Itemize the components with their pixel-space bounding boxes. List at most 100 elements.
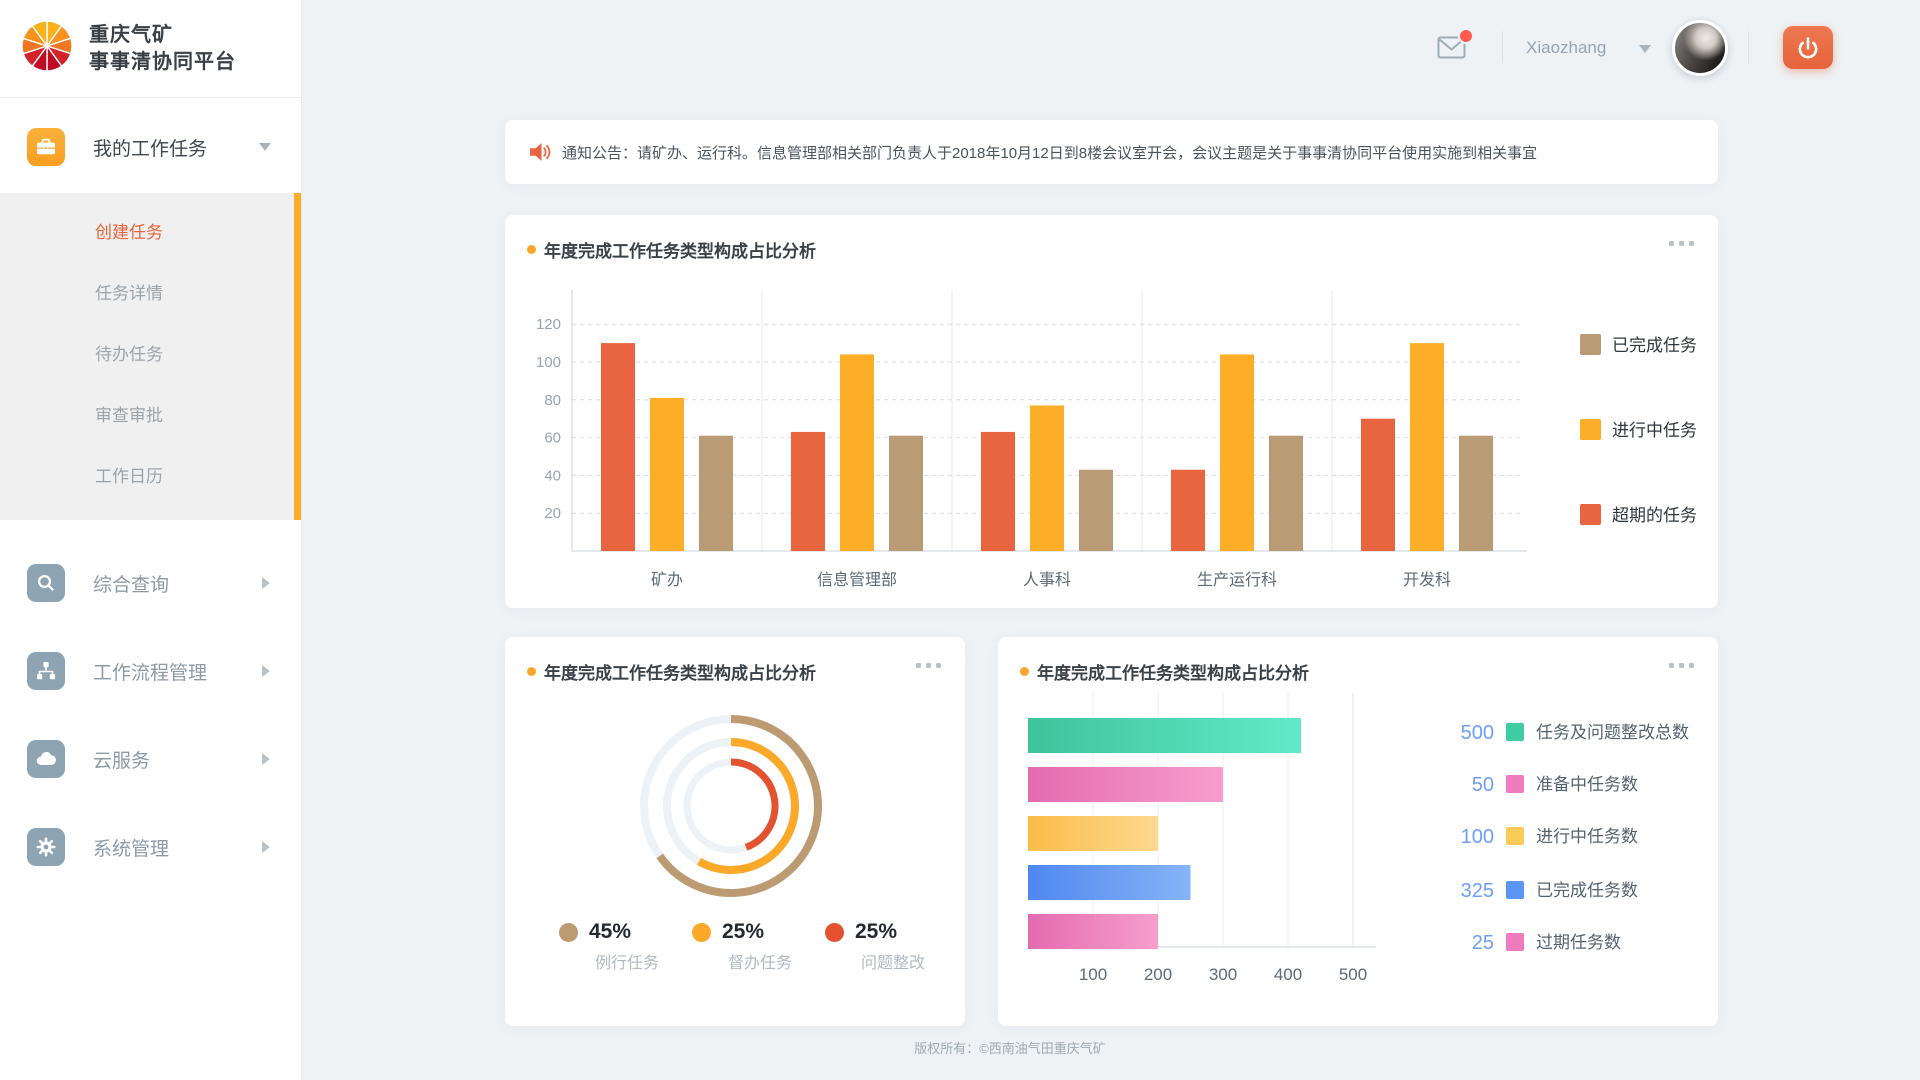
petrochina-rosette-logo-icon <box>18 17 76 80</box>
legend-dot-icon <box>559 922 578 942</box>
svg-text:120: 120 <box>536 316 561 333</box>
legend-percent: 45% <box>589 920 632 943</box>
chevron-right-icon <box>262 841 270 853</box>
app-title: 重庆气矿 事事清协同平台 <box>89 22 236 76</box>
horizontal-bar-chart-card: 年度完成工作任务类型构成占比分析 100 200 300 400 500 500 任务及问题… <box>998 637 1718 1026</box>
card-header: 年度完成工作任务类型构成占比分析 <box>527 659 816 684</box>
svg-text:信息管理部: 信息管理部 <box>817 571 897 589</box>
sidebar-item-工作流程管理[interactable]: 工作流程管理 <box>0 627 301 715</box>
sidebar-item-label: 我的工作任务 <box>93 138 208 160</box>
title-bullet-dot-icon <box>1020 667 1029 676</box>
gear-icon <box>27 828 65 866</box>
grouped-bar-chart: 20 40 60 80 100 120 矿办 信息管理部 人事科 生产运行科 开发科 已完成任务进行中… <box>536 290 1697 589</box>
more-options-icon[interactable] <box>1669 663 1694 668</box>
notice-text: 通知公告：请矿办、运行科。信息管理部相关部门负责人于2018年10月12日到8楼… <box>562 144 1538 162</box>
svg-text:400: 400 <box>1274 965 1302 984</box>
svg-text:已完成任务: 已完成任务 <box>1612 336 1697 355</box>
legend-item: 25% 问题整改 <box>825 920 958 973</box>
svg-text:80: 80 <box>544 392 561 409</box>
svg-text:500: 500 <box>1461 722 1494 744</box>
svg-text:50: 50 <box>1472 774 1494 796</box>
cloud-icon <box>27 740 65 778</box>
title-bullet-dot-icon <box>527 667 536 676</box>
app-logo-block: 重庆气矿 事事清协同平台 <box>0 0 301 98</box>
speaker-icon <box>527 140 551 164</box>
svg-text:100: 100 <box>1461 826 1494 848</box>
copyright-footer: 版权所有：©西南油气田重庆气矿 <box>914 1041 1106 1056</box>
svg-text:500: 500 <box>1339 965 1367 984</box>
sidebar: 重庆气矿 事事清协同平台 我的工作任务 创建任务 任务详情 待办任务 审查审批 … <box>0 0 302 1080</box>
svg-text:进行中任务: 进行中任务 <box>1612 421 1697 440</box>
svg-text:40: 40 <box>544 467 561 484</box>
svg-text:准备中任务数: 准备中任务数 <box>1536 775 1638 794</box>
sidebar-item-label: 综合查询 <box>93 574 170 596</box>
card-header: 年度完成工作任务类型构成占比分析 <box>527 237 816 262</box>
sidebar-item-todo-tasks[interactable]: 待办任务 <box>95 345 163 364</box>
app-title-line1: 重庆气矿 <box>89 23 173 46</box>
my-work-tasks-submenu: 创建任务 任务详情 待办任务 审查审批 工作日历 <box>0 193 301 520</box>
title-bullet-dot-icon <box>527 245 536 254</box>
unread-badge-dot <box>1458 28 1474 44</box>
more-options-icon[interactable] <box>1669 241 1694 246</box>
logout-power-button[interactable] <box>1783 26 1833 69</box>
sidebar-item-云服务[interactable]: 云服务 <box>0 715 301 803</box>
svg-text:矿办: 矿办 <box>651 571 683 589</box>
svg-text:人事科: 人事科 <box>1023 571 1071 589</box>
card-title: 年度完成工作任务类型构成占比分析 <box>544 242 816 261</box>
sidebar-item-my-work-tasks[interactable]: 我的工作任务 <box>0 98 301 193</box>
legend-percent: 25% <box>722 920 765 943</box>
svg-text:325: 325 <box>1461 880 1494 902</box>
donut-chart-card: 年度完成工作任务类型构成占比分析 45% 例行任务 25% 督办任务 25% 问… <box>505 637 965 1026</box>
sidebar-item-label: 工作流程管理 <box>93 662 208 684</box>
chevron-down-icon[interactable] <box>1639 45 1651 53</box>
sidebar-item-review-approval[interactable]: 审查审批 <box>95 406 163 425</box>
svg-text:进行中任务数: 进行中任务数 <box>1536 827 1638 846</box>
svg-text:300: 300 <box>1209 965 1237 984</box>
legend-label: 督办任务 <box>728 955 793 972</box>
card-title: 年度完成工作任务类型构成占比分析 <box>1037 664 1309 683</box>
sidebar-item-label: 系统管理 <box>93 838 170 860</box>
avatar[interactable] <box>1672 20 1728 76</box>
chevron-right-icon <box>262 577 270 589</box>
svg-text:已完成任务数: 已完成任务数 <box>1536 881 1638 900</box>
svg-text:100: 100 <box>536 354 561 371</box>
briefcase-icon <box>27 128 65 166</box>
sidebar-item-系统管理[interactable]: 系统管理 <box>0 803 301 891</box>
username-menu[interactable]: Xiaozhang <box>1526 38 1607 57</box>
sidebar-secondary-nav: 综合查询 工作流程管理 云服务 <box>0 539 301 891</box>
svg-text:开发科: 开发科 <box>1403 571 1451 589</box>
workflow-icon <box>27 652 65 690</box>
card-header: 年度完成工作任务类型构成占比分析 <box>1020 659 1309 684</box>
chevron-right-icon <box>262 753 270 765</box>
more-options-icon[interactable] <box>916 663 941 668</box>
sidebar-item-label: 云服务 <box>93 750 151 772</box>
legend-percent: 25% <box>855 920 898 943</box>
horizontal-bar-chart: 100 200 300 400 500 500 任务及问题整改总数 50 准备中任务数 100 进行… <box>1028 693 1689 984</box>
legend-label: 问题整改 <box>861 955 926 972</box>
legend-dot-icon <box>825 922 844 942</box>
sidebar-item-work-calendar[interactable]: 工作日历 <box>95 467 163 486</box>
svg-text:20: 20 <box>544 505 561 522</box>
legend-item: 45% 例行任务 <box>559 920 692 973</box>
svg-text:超期的任务: 超期的任务 <box>1612 506 1697 525</box>
grouped-bar-chart-card: 年度完成工作任务类型构成占比分析 20 40 60 80 100 120 矿办 信息管理部 人事… <box>505 215 1718 608</box>
search-icon <box>27 564 65 602</box>
svg-text:200: 200 <box>1144 965 1172 984</box>
svg-text:25: 25 <box>1472 932 1494 954</box>
legend-label: 例行任务 <box>595 955 660 972</box>
sidebar-item-综合查询[interactable]: 综合查询 <box>0 539 301 627</box>
app-title-line2: 事事清协同平台 <box>89 50 236 73</box>
header-divider <box>1748 31 1749 63</box>
donut-legend: 45% 例行任务 25% 督办任务 25% 问题整改 <box>559 920 958 973</box>
notice-bar: 通知公告：请矿办、运行科。信息管理部相关部门负责人于2018年10月12日到8楼… <box>505 120 1718 184</box>
svg-text:过期任务数: 过期任务数 <box>1536 933 1621 952</box>
svg-text:60: 60 <box>544 430 561 447</box>
mail-icon[interactable] <box>1437 35 1467 61</box>
header-divider <box>1502 31 1503 63</box>
svg-text:任务及问题整改总数: 任务及问题整改总数 <box>1536 723 1689 742</box>
sidebar-item-create-task[interactable]: 创建任务 <box>95 223 163 242</box>
card-title: 年度完成工作任务类型构成占比分析 <box>544 664 816 683</box>
sidebar-item-task-detail[interactable]: 任务详情 <box>95 284 163 303</box>
chevron-right-icon <box>262 665 270 677</box>
concentric-donut-chart <box>640 715 822 897</box>
